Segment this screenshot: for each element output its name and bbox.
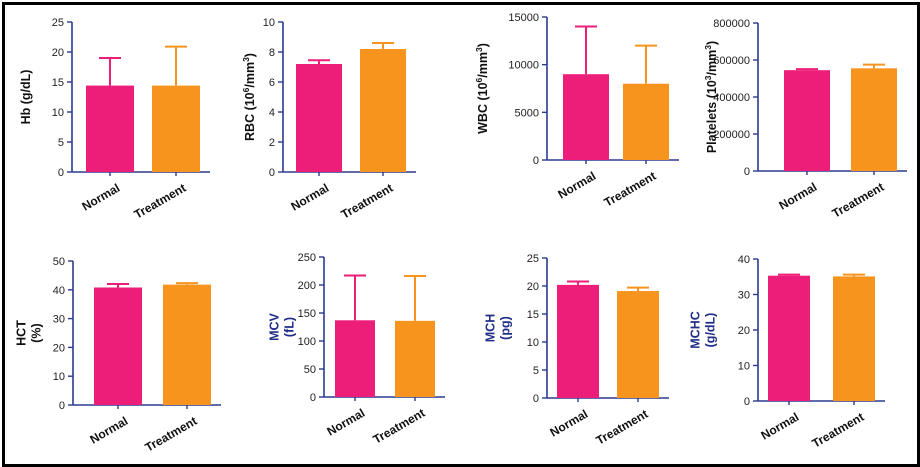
- y-axis-label: (fL): [283, 317, 297, 337]
- chart-wbc: 0 5000 10000 15000 Normal Treatment WBC (106/m…: [474, 12, 679, 210]
- y-axis-label: HCT: [15, 320, 29, 346]
- y-axis-label: Hb (g/dL): [19, 70, 33, 125]
- y-tick-label: 15: [527, 309, 539, 321]
- category-label: Treatment: [830, 180, 887, 221]
- y-tick-label: 20: [53, 342, 65, 354]
- category-label: Normal: [776, 180, 819, 213]
- bar-normal: [784, 70, 830, 171]
- y-tick-label: 0: [533, 155, 539, 167]
- y-tick-label: 20: [52, 47, 64, 59]
- y-tick-label: 100: [298, 336, 316, 348]
- y-tick-label: 50: [304, 364, 316, 376]
- y-tick-label: 30: [738, 290, 750, 302]
- y-axis-label: MCH: [484, 314, 498, 342]
- category-label: Treatment: [594, 407, 651, 448]
- y-axis-label: MCV: [268, 312, 282, 340]
- category-label: Normal: [324, 406, 367, 439]
- y-tick-label: 10: [263, 17, 275, 29]
- category-label: Normal: [758, 410, 801, 443]
- y-tick-label: 10: [52, 107, 64, 119]
- chart-hct: 0 10 20 30 40 50 Normal Treatment HCT (%): [15, 256, 221, 455]
- bar-treatment: [163, 284, 211, 405]
- chart-mch: 0 5 10 15 20 25 Normal Treatment MCH (pg): [484, 253, 669, 448]
- y-tick-label: 2: [269, 137, 275, 149]
- chart-platelets: 0 200000 400000 600000 800000 Normal Treatment…: [703, 18, 907, 221]
- category-label: Normal: [555, 169, 598, 202]
- category-label: Treatment: [371, 406, 428, 447]
- y-axis-label: MCHC: [689, 311, 703, 349]
- y-tick-label: 5: [533, 365, 539, 377]
- bar-treatment: [851, 68, 897, 171]
- bar-normal: [768, 275, 810, 401]
- y-tick-label: 4: [269, 107, 275, 119]
- bar-normal: [296, 64, 342, 172]
- y-tick-label: 0: [533, 393, 539, 405]
- y-tick-label: 10: [738, 361, 750, 373]
- y-tick-label: 40: [53, 285, 65, 297]
- y-tick-label: 15: [52, 77, 64, 89]
- y-tick-label: 0: [744, 166, 750, 178]
- bar-normal: [563, 74, 609, 160]
- category-label: Treatment: [810, 410, 867, 451]
- y-tick-label: 5: [58, 137, 64, 149]
- bar-normal: [557, 284, 599, 398]
- y-tick-label: 800000: [713, 18, 750, 30]
- bar-treatment: [152, 85, 200, 172]
- y-tick-label: 6: [269, 77, 275, 89]
- chart-mchc: 0 10 20 30 40 Normal Treatment MCHC (g/dL): [689, 254, 885, 451]
- bar-treatment: [617, 291, 659, 398]
- chart-mcv: 0 50 100 150 200 250 Normal Treatment MCV (fL): [268, 252, 445, 447]
- y-tick-label: 0: [269, 167, 275, 179]
- y-tick-label: 200: [298, 280, 316, 292]
- y-tick-label: 150: [298, 308, 316, 320]
- category-label: Normal: [288, 181, 331, 214]
- bar-treatment: [360, 49, 406, 172]
- bar-normal: [335, 320, 375, 397]
- y-axis-label: (g/dL): [704, 313, 718, 348]
- y-tick-label: 20: [738, 325, 750, 337]
- y-tick-label: 8: [269, 47, 275, 59]
- y-axis-label: (pg): [499, 316, 513, 340]
- y-tick-label: 5000: [515, 107, 539, 119]
- category-label: Normal: [547, 407, 590, 440]
- bar-treatment: [623, 83, 669, 160]
- y-tick-label: 0: [59, 400, 65, 412]
- y-tick-label: 200000: [713, 129, 750, 141]
- category-label: Treatment: [143, 414, 200, 455]
- y-axis-label: RBC (106/mm3): [241, 53, 257, 141]
- chart-rbc: 0 2 4 6 8 10 Normal Treatment RBC (106/mm3): [241, 17, 416, 222]
- bar-normal: [86, 85, 134, 172]
- bar-normal: [94, 287, 142, 405]
- y-axis-label: (%): [30, 323, 44, 342]
- y-tick-label: 250: [298, 252, 316, 264]
- y-tick-label: 0: [744, 396, 750, 408]
- y-tick-label: 0: [58, 167, 64, 179]
- y-tick-label: 15000: [508, 12, 539, 24]
- y-tick-label: 40: [738, 254, 750, 266]
- category-label: Normal: [87, 414, 130, 447]
- bar-treatment: [395, 320, 435, 397]
- y-tick-label: 400000: [713, 92, 750, 104]
- y-axis-label: WBC (106/mm3): [474, 43, 490, 134]
- y-tick-label: 10000: [508, 60, 539, 72]
- category-label: Treatment: [339, 181, 396, 222]
- category-label: Treatment: [602, 169, 659, 210]
- y-tick-label: 0: [310, 392, 316, 404]
- chart-hb: 0 5 10 15 20 25 Normal Treatment Hb (g/dL): [19, 17, 210, 222]
- y-axis-label: Platelets (103/mm3): [703, 41, 719, 153]
- y-tick-label: 30: [53, 314, 65, 326]
- y-tick-label: 600000: [713, 55, 750, 67]
- bar-treatment: [833, 276, 875, 401]
- y-tick-label: 10: [527, 337, 539, 349]
- y-tick-label: 25: [527, 253, 539, 265]
- category-label: Normal: [79, 181, 122, 214]
- y-tick-label: 10: [53, 371, 65, 383]
- y-tick-label: 25: [52, 17, 64, 29]
- y-tick-label: 20: [527, 281, 539, 293]
- y-tick-label: 50: [53, 256, 65, 268]
- category-label: Treatment: [132, 181, 189, 222]
